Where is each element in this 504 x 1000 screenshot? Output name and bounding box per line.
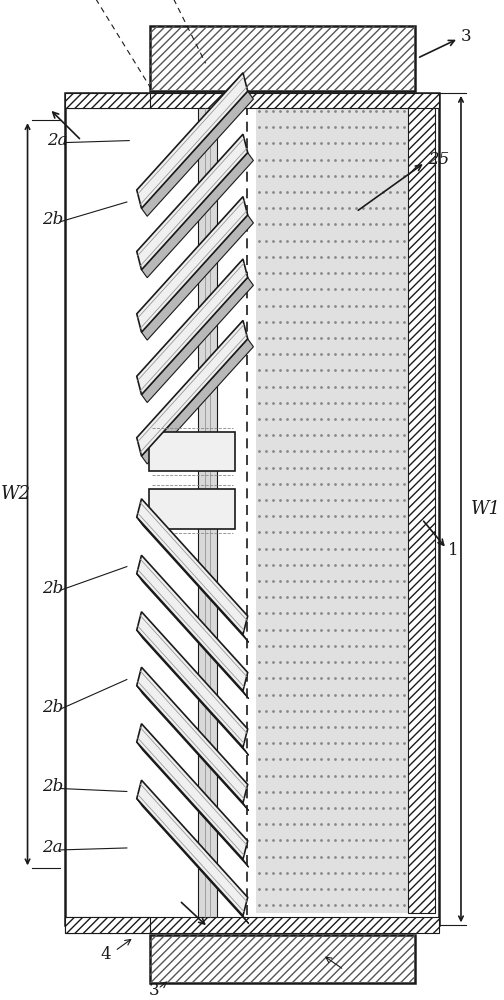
Bar <box>256 103 408 913</box>
Polygon shape <box>137 630 248 755</box>
Text: W2: W2 <box>1 485 31 503</box>
Bar <box>149 432 235 471</box>
Bar <box>199 108 217 917</box>
Text: 5: 5 <box>346 964 356 981</box>
Text: 2b: 2b <box>42 699 63 716</box>
Polygon shape <box>142 91 254 216</box>
Polygon shape <box>137 134 247 270</box>
Polygon shape <box>137 667 247 803</box>
Polygon shape <box>137 259 247 395</box>
Text: 2b: 2b <box>42 211 63 228</box>
Polygon shape <box>142 339 254 464</box>
Polygon shape <box>137 73 247 208</box>
Text: W1: W1 <box>471 500 500 518</box>
Bar <box>65 93 438 925</box>
Bar <box>150 935 415 983</box>
Polygon shape <box>137 724 247 859</box>
Polygon shape <box>137 742 248 867</box>
Text: 3: 3 <box>149 982 160 999</box>
Text: 3: 3 <box>461 28 472 45</box>
Bar <box>65 93 438 108</box>
Polygon shape <box>142 153 254 278</box>
Text: 2a: 2a <box>42 839 62 856</box>
Bar <box>65 917 150 933</box>
Bar <box>150 26 415 91</box>
Polygon shape <box>137 499 247 634</box>
Polygon shape <box>137 574 248 699</box>
Text: 2a: 2a <box>47 132 68 149</box>
Bar <box>408 103 435 913</box>
Polygon shape <box>142 215 254 340</box>
Polygon shape <box>137 320 247 456</box>
Polygon shape <box>142 277 254 403</box>
Text: 2b: 2b <box>42 778 63 795</box>
Polygon shape <box>137 197 247 332</box>
Text: 1: 1 <box>448 542 458 559</box>
Polygon shape <box>137 799 248 924</box>
Text: 25: 25 <box>427 151 449 168</box>
Polygon shape <box>137 780 247 916</box>
Text: 4: 4 <box>100 946 111 963</box>
Bar <box>65 93 150 108</box>
Bar <box>65 917 438 933</box>
Polygon shape <box>137 686 248 811</box>
Polygon shape <box>137 612 247 747</box>
Text: 2b: 2b <box>42 580 63 597</box>
Bar <box>149 489 235 529</box>
Polygon shape <box>137 517 248 642</box>
Bar <box>150 26 415 91</box>
Polygon shape <box>137 555 247 691</box>
Bar <box>150 935 415 983</box>
